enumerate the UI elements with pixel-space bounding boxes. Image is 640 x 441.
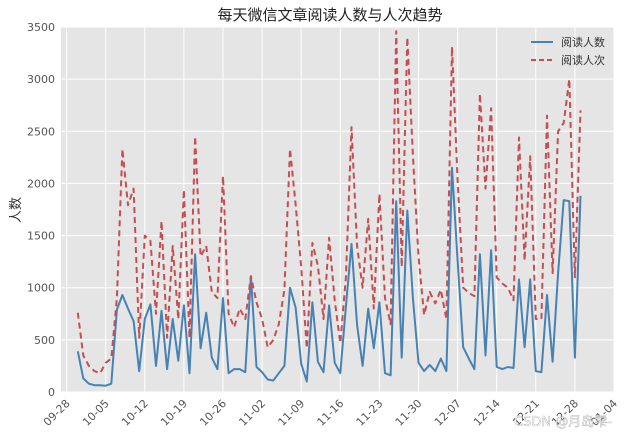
x-tick-label: 10-19 <box>158 397 190 429</box>
y-tick-label: 2500 <box>27 125 55 138</box>
y-ticks: 0 500 1000 1500 2000 2500 3000 3500 <box>27 21 55 399</box>
y-tick-label: 2000 <box>27 177 55 190</box>
legend-label-1: 阅读人次 <box>561 53 605 67</box>
x-tick-label: 11-02 <box>236 397 268 429</box>
series-line-1 <box>76 30 582 375</box>
y-axis-label: 人数 <box>9 197 24 223</box>
series-line-0 <box>76 166 582 387</box>
x-tick-label: 11-30 <box>393 397 425 429</box>
x-tick-label: 12-14 <box>471 397 503 429</box>
x-tick-label: 11-23 <box>354 397 386 429</box>
legend-label-0: 阅读人数 <box>561 35 605 49</box>
y-tick-label: 3000 <box>27 73 55 86</box>
y-tick-label: 1000 <box>27 282 55 295</box>
x-tick-label: 11-09 <box>276 397 308 429</box>
series-layer <box>76 30 582 387</box>
y-tick-label: 3500 <box>27 21 55 34</box>
x-tick-label: 10-12 <box>119 397 151 429</box>
y-tick-label: 0 <box>48 386 55 399</box>
x-tick-label: 11-16 <box>315 397 347 429</box>
x-tick-label: 10-05 <box>80 397 112 429</box>
x-tick-label: 09-28 <box>41 397 73 429</box>
chart-title: 每天微信文章阅读人数与人次趋势 <box>217 6 442 24</box>
y-tick-label: 500 <box>34 334 55 347</box>
watermark: CSDN @月岛雫- <box>514 414 612 430</box>
x-tick-label: 12-07 <box>432 397 464 429</box>
x-tick-label: 10-26 <box>197 397 229 429</box>
grid <box>61 26 615 393</box>
y-tick-label: 1500 <box>27 230 55 243</box>
